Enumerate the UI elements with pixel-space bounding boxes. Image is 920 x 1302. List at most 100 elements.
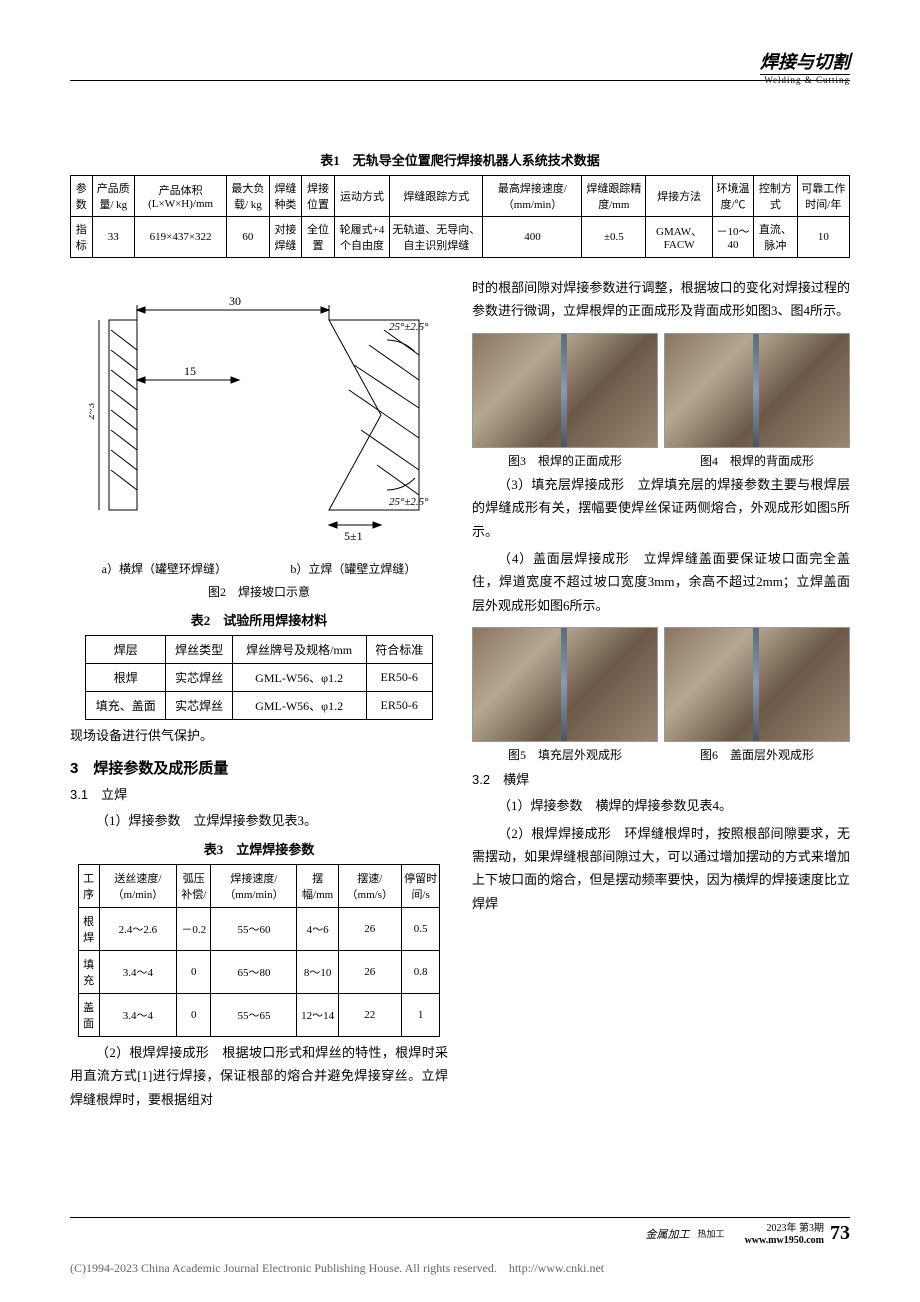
table-row: 盖面 3.4～4 0 55～65 12～14 22 1 [78, 993, 440, 1036]
table-row: 焊层 焊丝类型 焊丝牌号及规格/mm 符合标准 [86, 636, 433, 664]
td: 根焊 [78, 907, 99, 950]
th: 焊缝种类 [269, 176, 302, 217]
table-row: 填充 3.4～4 0 65～80 8～10 26 0.8 [78, 950, 440, 993]
table-row: 根焊 2.4～2.6 －0.2 55～60 4～6 26 0.5 [78, 907, 440, 950]
p-31-1: （1）焊接参数 立焊焊接参数见表3。 [70, 809, 448, 832]
table2: 焊层 焊丝类型 焊丝牌号及规格/mm 符合标准 根焊 实芯焊丝 GML-W56、… [85, 635, 433, 720]
th: 停留时间/s [401, 864, 440, 907]
td: GMAW、FACW [646, 217, 713, 258]
td: 0.8 [401, 950, 440, 993]
td: ER50-6 [366, 692, 432, 720]
p-31-2: （2）根焊焊接成形 根据坡口形式和焊丝的特性，根焊时采用直流方式[1]进行焊接，… [70, 1041, 448, 1111]
td: 26 [338, 907, 401, 950]
table-row: 根焊 实芯焊丝 GML-W56、φ1.2 ER50-6 [86, 664, 433, 692]
td: 55～60 [211, 907, 297, 950]
fig2-title: 图2 焊接坡口示意 [70, 583, 448, 600]
td: 全位置 [302, 217, 335, 258]
fig5-6-captions: 图5 填充层外观成形 图6 盖面层外观成形 [472, 746, 850, 763]
dim-30: 30 [229, 294, 241, 308]
td: 盖面 [78, 993, 99, 1036]
p-32-2: （2）根焊焊接成形 环焊缝根焊时，按照根部间隙要求，无需摆动，如果焊缝根部间隙过… [472, 822, 850, 916]
footer-url: www.mw1950.com [745, 1235, 824, 1246]
page-number: 73 [830, 1222, 850, 1245]
fig6-title: 图6 盖面层外观成形 [664, 746, 850, 763]
td: GML-W56、φ1.2 [232, 664, 366, 692]
td: 无轨道、无导向、自主识别焊缝 [390, 217, 483, 258]
table1-title: 表1 无轨导全位置爬行焊接机器人系统技术数据 [70, 150, 850, 169]
th: 摆幅/mm [297, 864, 338, 907]
fig4-photo [664, 333, 850, 448]
p-32-1: （1）焊接参数 横焊的焊接参数见表4。 [472, 794, 850, 817]
table3: 工序 送丝速度/（m/min） 弧压补偿/ 焊接速度/（mm/min） 摆幅/m… [78, 864, 441, 1037]
fig5-6-photos [472, 627, 850, 742]
td: 8～10 [297, 950, 338, 993]
th: 焊缝跟踪精度/mm [582, 176, 646, 217]
fig4-title: 图4 根焊的背面成形 [664, 452, 850, 469]
th: 工序 [78, 864, 99, 907]
header-rule [70, 80, 850, 81]
td: 400 [483, 217, 582, 258]
fig3-4-captions: 图3 根焊的正面成形 图4 根焊的背面成形 [472, 452, 850, 469]
td: 4～6 [297, 907, 338, 950]
td: 直流、脉冲 [754, 217, 798, 258]
td: 2.4～2.6 [99, 907, 176, 950]
fig3-photo [472, 333, 658, 448]
th: 最高焊接速度/（mm/min） [483, 176, 582, 217]
th: 控制方式 [754, 176, 798, 217]
page-footer: 金属加工 热加工 2023年 第3期 www.mw1950.com 73 [70, 1217, 850, 1246]
td: 1 [401, 993, 440, 1036]
footer-brand: 金属加工 [646, 1226, 690, 1242]
td: 轮履式+4个自由度 [334, 217, 389, 258]
th: 最大负载/ kg [227, 176, 270, 217]
section-3-heading: 3 焊接参数及成形质量 [70, 757, 448, 778]
th: 焊接速度/（mm/min） [211, 864, 297, 907]
table1: 参数 产品质量/ kg 产品体积(L×W×H)/mm 最大负载/ kg 焊缝种类… [70, 175, 850, 258]
td: 55～65 [211, 993, 297, 1036]
p-31-4: （4）盖面层焊接成形 立焊焊缝盖面要保证坡口面完全盖住，焊道宽度不超过坡口宽度3… [472, 547, 850, 617]
fig3-title: 图3 根焊的正面成形 [472, 452, 658, 469]
table2-title: 表2 试验所用焊接材料 [70, 610, 448, 629]
th: 摆速/（mm/s） [338, 864, 401, 907]
td: 12～14 [297, 993, 338, 1036]
td: 619×437×322 [135, 217, 227, 258]
fig5-photo [472, 627, 658, 742]
bevel-diagram-svg: 30 15 2~3 5±1 25°±2.5° 25°±2.5° [89, 280, 429, 550]
dim-gap: 5±1 [344, 529, 363, 543]
table1-header-row: 参数 产品质量/ kg 产品体积(L×W×H)/mm 最大负载/ kg 焊缝种类… [71, 176, 850, 217]
p-31-3: （3）填充层焊接成形 立焊填充层的焊接参数主要与根焊层的焊缝成形有关，摆幅要使焊… [472, 473, 850, 543]
subsection-3-2: 3.2 横焊 [472, 769, 850, 788]
th: 运动方式 [334, 176, 389, 217]
fig2-cap-a: a）横焊（罐壁环焊缝） [102, 560, 227, 577]
dim-15: 15 [184, 364, 196, 378]
td: 填充 [78, 950, 99, 993]
right-column: 时的根部间隙对焊接参数进行调整，根据坡口的变化对焊接过程的参数进行微调，立焊根焊… [472, 272, 850, 1115]
td: 0.5 [401, 907, 440, 950]
fig3-4-photos [472, 333, 850, 448]
td: GML-W56、φ1.2 [232, 692, 366, 720]
th: 产品体积(L×W×H)/mm [135, 176, 227, 217]
th: 焊接位置 [302, 176, 335, 217]
td: ±0.5 [582, 217, 646, 258]
td: 22 [338, 993, 401, 1036]
td: －0.2 [177, 907, 211, 950]
th: 焊丝类型 [166, 636, 232, 664]
th: 产品质量/ kg [92, 176, 135, 217]
fig2-cap-b: b）立焊（罐壁立焊缝） [290, 560, 416, 577]
dim-angle-l: 25°±2.5° [389, 321, 429, 333]
th: 送丝速度/（m/min） [99, 864, 176, 907]
td: 填充、盖面 [86, 692, 166, 720]
table-row: 填充、盖面 实芯焊丝 GML-W56、φ1.2 ER50-6 [86, 692, 433, 720]
td: 实芯焊丝 [166, 664, 232, 692]
th: 弧压补偿/ [177, 864, 211, 907]
footer-issue: 2023年 第3期 [767, 1223, 825, 1234]
td: ER50-6 [366, 664, 432, 692]
fig2-sub-captions: a）横焊（罐壁环焊缝） b）立焊（罐壁立焊缝） [70, 560, 448, 577]
table1-data-row: 指标 33 619×437×322 60 对接焊缝 全位置 轮履式+4个自由度 … [71, 217, 850, 258]
th: 焊丝牌号及规格/mm [232, 636, 366, 664]
td: 0 [177, 993, 211, 1036]
th: 符合标准 [366, 636, 432, 664]
td: 3.4～4 [99, 993, 176, 1036]
dim-angle-r: 25°±2.5° [389, 496, 429, 508]
th: 焊接方法 [646, 176, 713, 217]
td: 指标 [71, 217, 93, 258]
